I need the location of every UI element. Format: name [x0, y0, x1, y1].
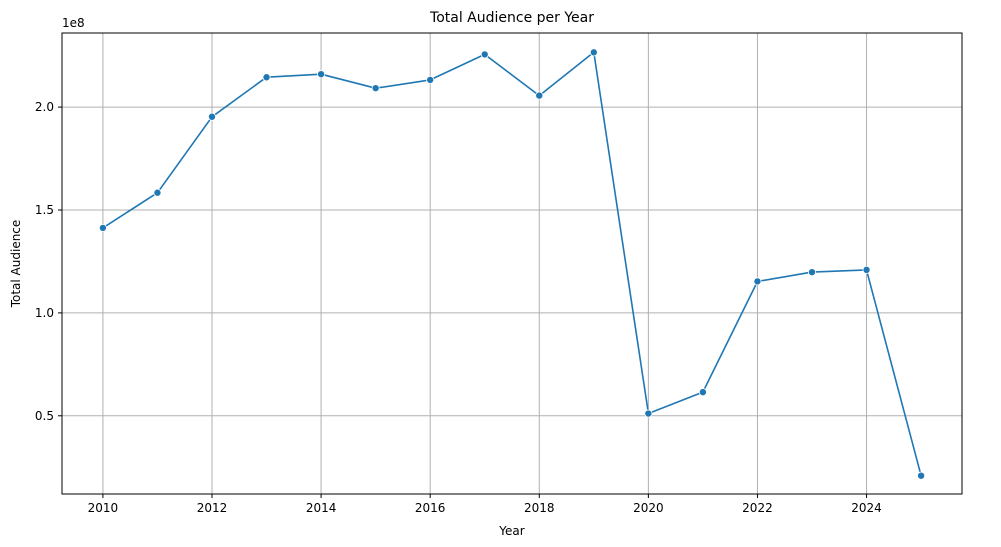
- y-axis-offset-label: 1e8: [62, 16, 85, 30]
- data-point: [753, 277, 762, 286]
- x-tick-label: 2016: [415, 501, 446, 515]
- series-layer: [98, 48, 926, 480]
- x-tick-label: 2014: [306, 501, 337, 515]
- ticks: 2010 2012 2014 2016 2018 2020 2022 2024 0.5 1.0 1.…: [35, 100, 882, 515]
- chart-title: Total Audience per Year: [429, 10, 594, 26]
- data-point: [262, 73, 271, 82]
- data-point: [698, 388, 707, 397]
- plot-frame: [61, 32, 963, 495]
- data-point: [480, 50, 489, 59]
- data-point: [207, 112, 216, 121]
- x-tick-label: 2022: [742, 501, 773, 515]
- data-point: [153, 188, 162, 197]
- y-tick-label: 0.5: [35, 409, 54, 423]
- series-line: [102, 51, 922, 476]
- grid: [62, 33, 962, 494]
- data-point: [317, 70, 326, 79]
- data-point: [426, 75, 435, 84]
- x-tick-label: 2018: [524, 501, 555, 515]
- data-point: [98, 223, 107, 232]
- y-tick-label: 1.5: [35, 203, 54, 217]
- data-point: [371, 84, 380, 93]
- data-point: [917, 471, 926, 480]
- data-point: [644, 409, 653, 418]
- y-tick-label: 1.0: [35, 306, 54, 320]
- data-point: [808, 268, 817, 277]
- x-tick-label: 2020: [633, 501, 664, 515]
- data-point: [862, 265, 871, 274]
- x-tick-label: 2010: [88, 501, 119, 515]
- x-axis-label: Year: [498, 524, 524, 538]
- x-tick-label: 2012: [197, 501, 228, 515]
- y-tick-label: 2.0: [35, 100, 54, 114]
- data-point: [535, 91, 544, 100]
- data-point: [589, 48, 598, 57]
- x-tick-label: 2024: [851, 501, 882, 515]
- y-axis-label: Total Audience: [9, 220, 23, 309]
